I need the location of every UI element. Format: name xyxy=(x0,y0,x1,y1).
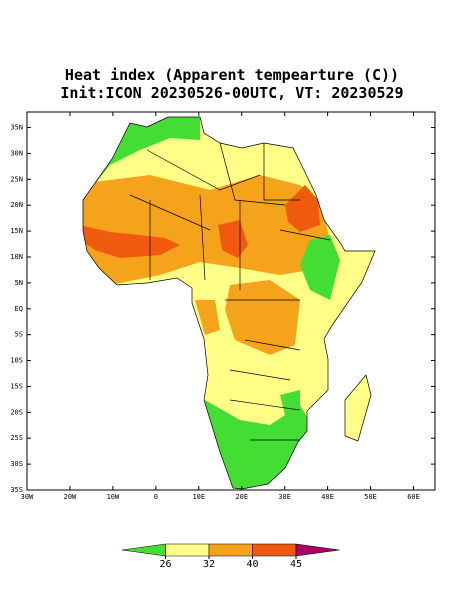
y-tick-label: 30S xyxy=(10,460,23,468)
colorbar-segment xyxy=(121,543,166,557)
region xyxy=(83,225,180,258)
y-tick-label: 15N xyxy=(10,227,23,235)
y-tick-label: 5S xyxy=(15,331,23,339)
y-tick-label: 35S xyxy=(10,486,23,494)
colorbar-label: 40 xyxy=(246,559,258,570)
region xyxy=(225,280,300,355)
colorbar-segment xyxy=(295,543,340,557)
y-tick-label: 30N xyxy=(10,149,23,157)
colorbar-segment xyxy=(252,543,297,557)
x-tick-label: 10W xyxy=(107,493,120,501)
chart-subtitle: Init:ICON 20230526-00UTC, VT: 20230529 xyxy=(60,84,403,102)
colorbar-label: 26 xyxy=(159,559,171,570)
y-tick-label: 10S xyxy=(10,357,23,365)
y-tick-label: 25S xyxy=(10,434,23,442)
x-tick-label: 0 xyxy=(154,493,158,501)
y-tick-label: 15S xyxy=(10,382,23,390)
country-border xyxy=(129,142,331,441)
chart-title: Heat index (Apparent tempearture (C)) xyxy=(65,66,399,84)
y-tick-label: 20N xyxy=(10,201,23,209)
colorbar-segment xyxy=(208,543,253,557)
y-tick-label: 25N xyxy=(10,175,23,183)
x-tick-label: 60E xyxy=(407,493,420,501)
x-tick-label: 10E xyxy=(192,493,205,501)
x-tick-label: 20E xyxy=(235,493,248,501)
region xyxy=(300,235,340,300)
region xyxy=(218,220,248,258)
region xyxy=(83,175,330,285)
colorbar-label: 45 xyxy=(290,559,302,570)
y-tick-label: 35N xyxy=(10,124,23,132)
y-tick-label: 20S xyxy=(10,408,23,416)
y-tick-label: 5N xyxy=(15,279,23,287)
map-fill xyxy=(83,117,375,489)
x-tick-label: 40E xyxy=(321,493,334,501)
colorbar-label: 32 xyxy=(203,559,215,570)
x-tick-label: 20W xyxy=(64,493,77,501)
region xyxy=(285,185,320,232)
x-tick-label: 30E xyxy=(278,493,291,501)
colorbar-segment xyxy=(165,543,210,557)
y-tick-label: EQ xyxy=(15,305,23,313)
region xyxy=(195,300,220,335)
map-frame xyxy=(26,111,436,491)
y-tick-label: 10N xyxy=(10,253,23,261)
x-tick-label: 30W xyxy=(21,493,34,501)
x-tick-label: 50E xyxy=(364,493,377,501)
region xyxy=(280,390,300,415)
